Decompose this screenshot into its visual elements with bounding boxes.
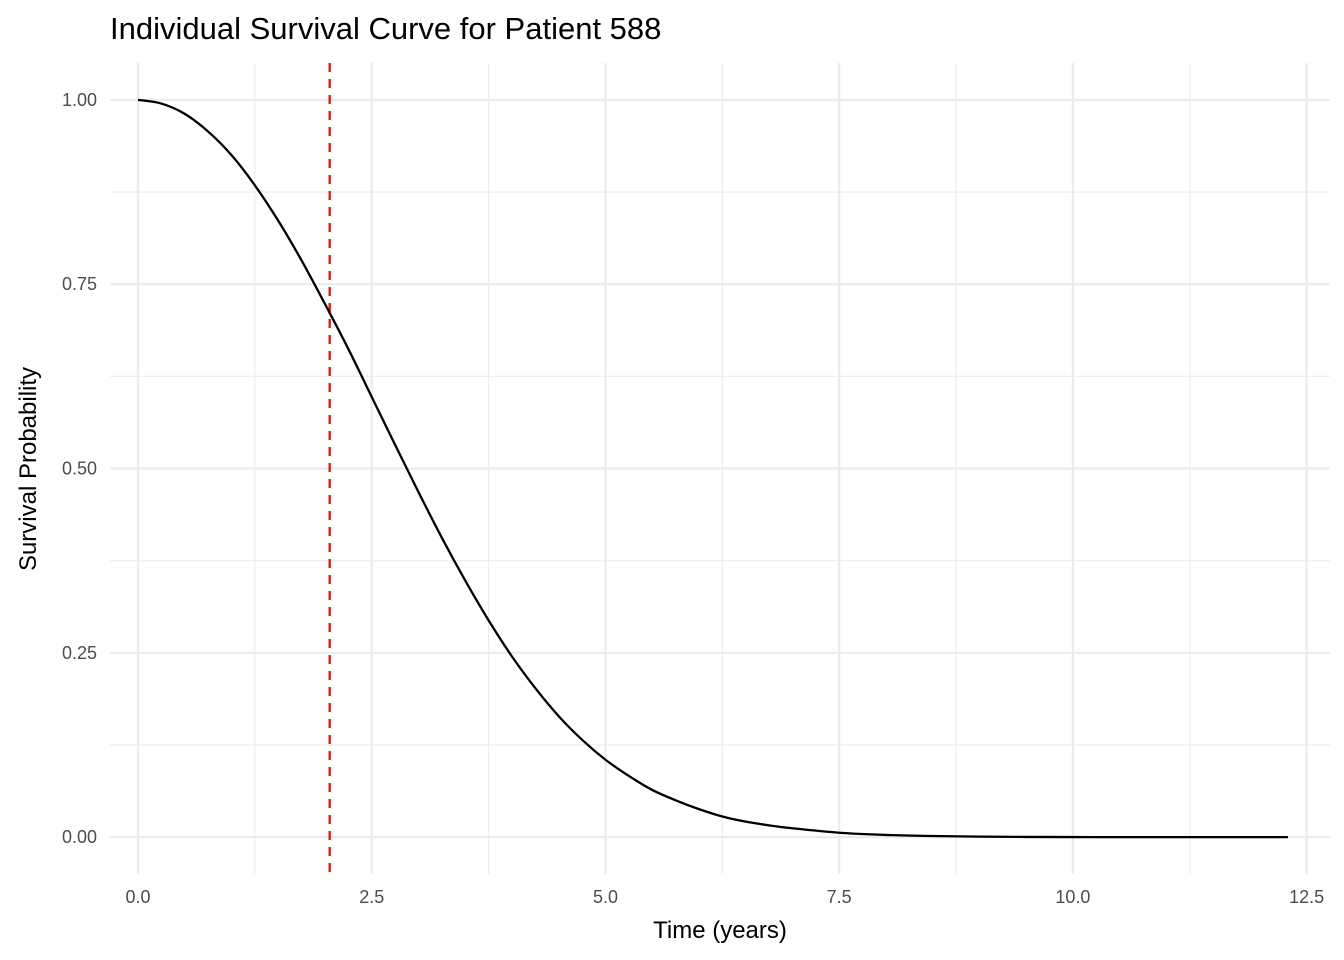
chart-title: Individual Survival Curve for Patient 58… <box>110 11 661 46</box>
x-tick-label: 12.5 <box>1289 887 1324 907</box>
x-tick-label: 7.5 <box>827 887 852 907</box>
series-layer <box>137 98 1288 839</box>
tick-label-layer: 0.0 2.5 5.0 7.5 10.0 12.5 0.00 0.25 0.50 0.75 1.00 <box>62 90 1324 907</box>
x-axis-title: Time (years) <box>653 917 787 944</box>
y-axis-title: Survival Probability <box>15 367 42 571</box>
y-tick-label: 0.00 <box>62 827 97 847</box>
x-tick-label: 0.0 <box>126 887 151 907</box>
x-tick-label: 10.0 <box>1055 887 1090 907</box>
y-tick-label: 0.25 <box>62 643 97 663</box>
survival-curve-line <box>137 98 1288 839</box>
y-tick-label: 0.75 <box>62 274 97 294</box>
x-tick-label: 5.0 <box>593 887 618 907</box>
y-tick-label: 0.50 <box>62 459 97 479</box>
x-tick-label: 2.5 <box>359 887 384 907</box>
y-tick-label: 1.00 <box>62 90 97 110</box>
